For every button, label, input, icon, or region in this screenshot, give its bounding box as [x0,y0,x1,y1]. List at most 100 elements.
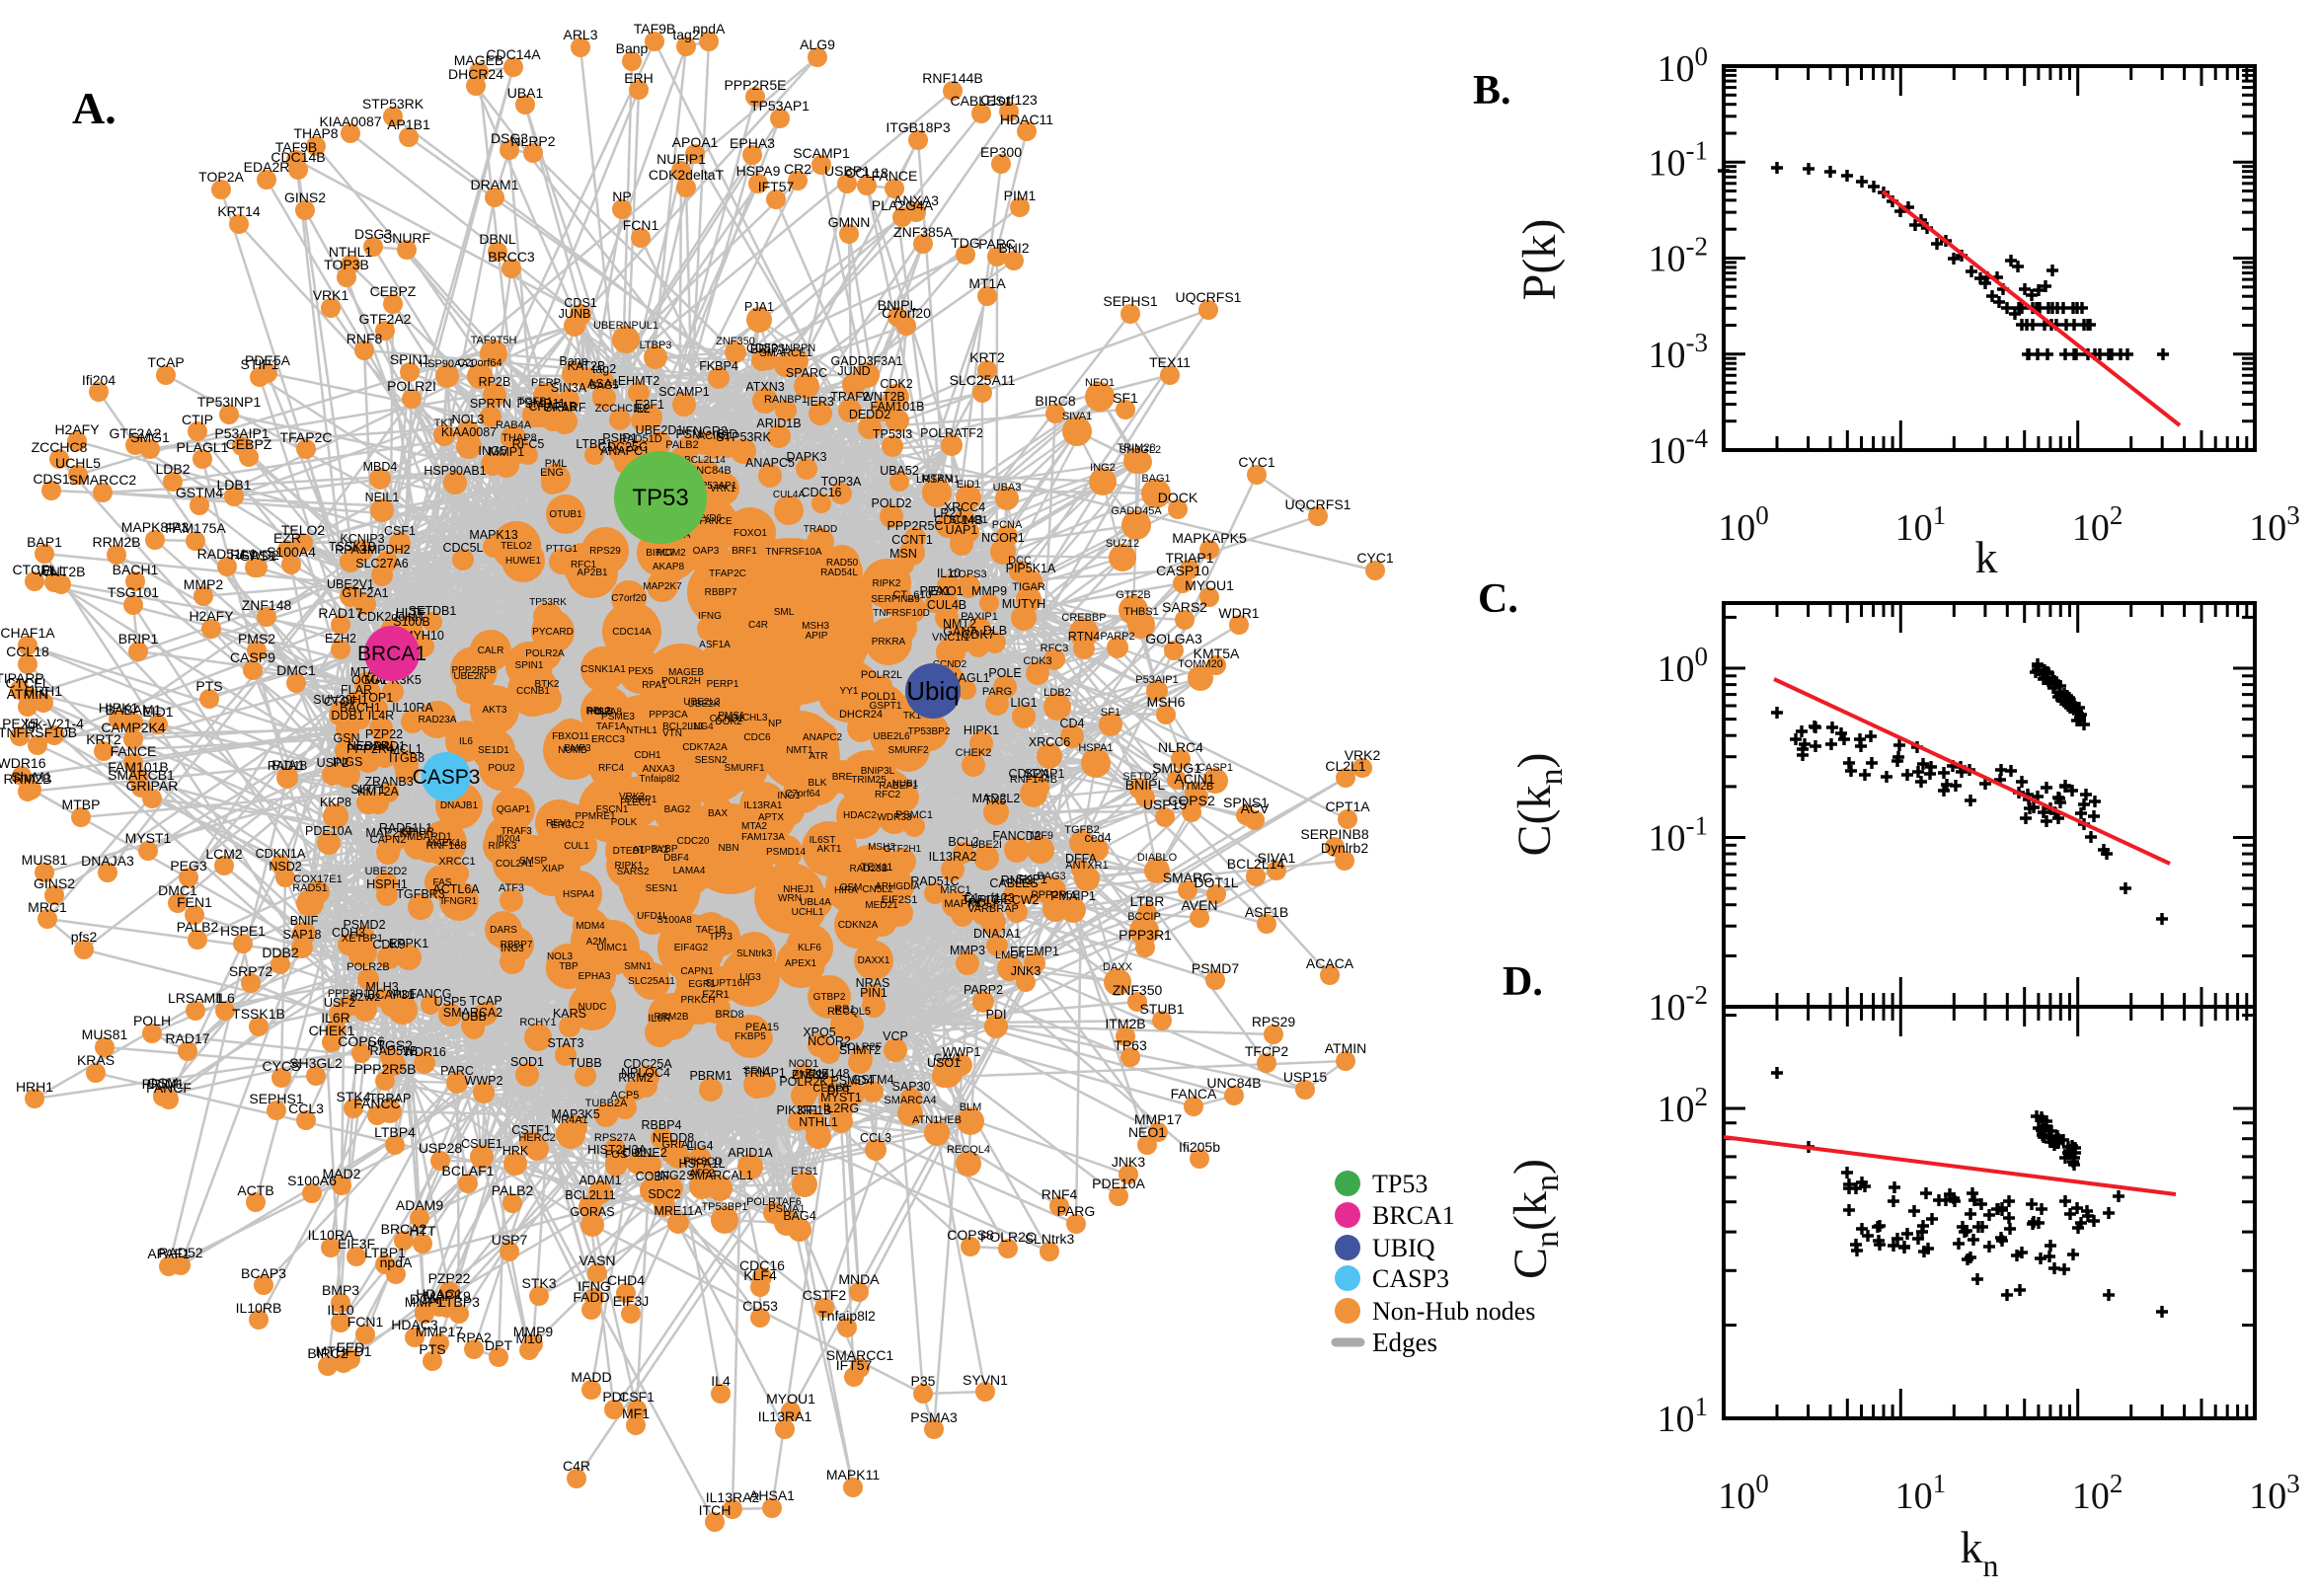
svg-text:TNFRSF10A: TNFRSF10A [765,547,822,558]
svg-text:IL10RA: IL10RA [392,701,433,715]
svg-text:NTHL1: NTHL1 [799,1115,838,1129]
svg-text:RYBP: RYBP [651,844,677,855]
svg-text:SPRTN: SPRTN [470,397,511,411]
svg-text:SIRT1: SIRT1 [350,783,385,797]
svg-text:CHEK2: CHEK2 [956,747,992,759]
svg-text:HUWE1: HUWE1 [505,556,542,567]
svg-text:SLNtrk3: SLNtrk3 [736,949,773,959]
svg-text:SMSP: SMSP [519,856,548,867]
svg-text:PERP1: PERP1 [707,679,739,690]
svg-text:CDC16: CDC16 [802,486,842,499]
svg-text:TGFB2: TGFB2 [1064,824,1099,836]
svg-text:RP2B: RP2B [479,375,511,389]
svg-text:PPP2R5B: PPP2R5B [451,665,496,676]
svg-text:EXO1: EXO1 [930,584,963,598]
svg-text:SMN1: SMN1 [624,961,652,972]
svg-text:EPPK1: EPPK1 [389,937,428,950]
svg-text:MBD4: MBD4 [363,460,398,474]
svg-text:NHEJ1: NHEJ1 [783,884,814,895]
svg-text:ATXN3: ATXN3 [745,380,784,394]
svg-text:MAD2L2: MAD2L2 [972,792,1021,805]
svg-text:VRK1: VRK1 [710,484,736,494]
svg-text:MDM4: MDM4 [576,921,605,932]
svg-text:BTK2: BTK2 [534,679,559,690]
svg-text:MAP2K7: MAP2K7 [643,581,682,592]
svg-text:RABEP1: RABEP1 [879,781,918,792]
svg-text:TAF1B: TAF1B [696,925,727,936]
svg-text:BAG3: BAG3 [1037,871,1065,882]
svg-text:VNC1l1: VNC1l1 [932,632,969,644]
svg-text:TEX11: TEX11 [861,862,893,874]
svg-text:PRKRA: PRKRA [872,637,906,647]
svg-text:POLK: POLK [611,817,638,828]
svg-text:RBBP7: RBBP7 [705,587,737,598]
svg-text:YY1: YY1 [840,686,859,697]
svg-text:IFNGR1: IFNGR1 [441,896,478,907]
svg-text:RFC3: RFC3 [1041,643,1069,654]
svg-text:MMP3: MMP3 [950,944,985,957]
svg-text:HSPA1: HSPA1 [1078,742,1113,754]
svg-text:POLR2A: POLR2A [525,648,565,659]
svg-text:PDI: PDI [986,1008,1007,1022]
svg-text:LDB2: LDB2 [1043,687,1071,699]
svg-text:IFNG: IFNG [698,611,722,622]
svg-text:SOD1: SOD1 [510,1055,544,1069]
svg-text:RPA3: RPA3 [335,543,366,557]
svg-text:POU2: POU2 [488,763,515,774]
svg-text:CDC14A: CDC14A [612,627,652,638]
svg-text:EIF4G2: EIF4G2 [674,943,709,953]
svg-text:MMP9: MMP9 [971,584,1007,598]
svg-text:NBN: NBN [718,843,738,854]
svg-text:GSTM4: GSTM4 [851,1073,893,1087]
svg-text:XPO5: XPO5 [803,1026,835,1039]
svg-text:SML: SML [774,607,795,618]
svg-text:SAP18: SAP18 [283,928,322,942]
svg-text:NCOR1: NCOR1 [981,531,1025,545]
svg-text:BIRC7: BIRC7 [646,548,675,559]
svg-text:KLF6: KLF6 [798,943,821,953]
svg-text:TRADD: TRADD [804,524,837,535]
svg-text:HIPK1: HIPK1 [964,723,999,737]
svg-text:SSRP1: SSRP1 [625,795,657,805]
svg-text:EHMT2: EHMT2 [618,374,659,388]
svg-text:SLC25A11: SLC25A11 [628,976,675,987]
svg-text:CUL4B: CUL4B [927,598,966,612]
svg-text:STAT3: STAT3 [547,1036,583,1050]
svg-text:TP53I3: TP53I3 [873,427,912,441]
svg-text:GTF2B: GTF2B [1116,589,1150,601]
svg-text:PSMD14: PSMD14 [766,847,806,858]
svg-text:FANCE: FANCE [699,516,733,527]
svg-text:DEDD2: DEDD2 [849,408,890,421]
svg-text:PTTG1: PTTG1 [546,544,579,555]
svg-text:CD4: CD4 [1059,717,1084,730]
svg-text:EPHA3: EPHA3 [579,971,611,982]
svg-text:CAPN1: CAPN1 [680,966,714,977]
svg-text:POLD2: POLD2 [872,496,912,510]
svg-text:PDE10A: PDE10A [305,824,353,838]
svg-text:SAP30: SAP30 [892,1080,931,1094]
svg-text:MAGEB: MAGEB [668,667,704,678]
svg-text:UBA52: UBA52 [880,464,919,478]
svg-text:Banp: Banp [559,354,587,368]
svg-text:RAD23A: RAD23A [419,715,457,725]
svg-text:FOXO1: FOXO1 [733,528,767,539]
svg-text:CDKN1A: CDKN1A [256,847,306,861]
svg-text:PSMD2: PSMD2 [343,918,385,932]
svg-text:ANAPC2: ANAPC2 [803,732,842,743]
svg-text:HSP90AB1: HSP90AB1 [424,464,486,478]
svg-text:RFC1: RFC1 [571,560,597,570]
svg-text:FAM173A: FAM173A [741,832,785,843]
svg-text:SPARC: SPARC [786,366,827,380]
svg-text:DNAJA1: DNAJA1 [973,927,1021,941]
svg-text:SLC27A6: SLC27A6 [355,557,409,570]
svg-text:OAP3: OAP3 [693,546,720,557]
svg-text:RAD50: RAD50 [826,558,859,569]
svg-text:QGAP1: QGAP1 [497,804,531,815]
svg-text:UBE2L6: UBE2L6 [873,731,910,742]
svg-text:OTUB1: OTUB1 [549,509,582,520]
svg-text:DAXX1: DAXX1 [858,955,890,966]
svg-text:PBRM1: PBRM1 [689,1069,732,1083]
svg-text:BAX: BAX [708,808,728,819]
svg-text:SESN2: SESN2 [695,755,728,766]
svg-text:NSD2: NSD2 [269,860,301,874]
